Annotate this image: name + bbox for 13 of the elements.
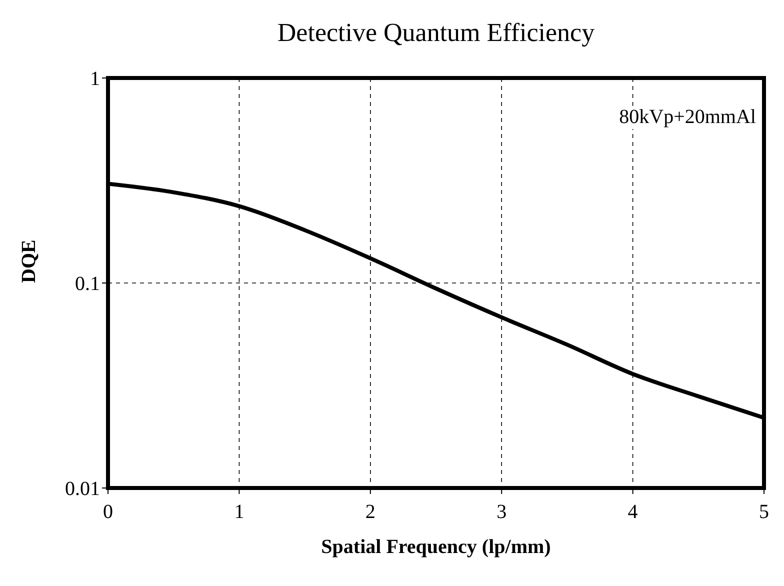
x-tick-label: 5 (759, 501, 769, 524)
x-tick-label: 2 (365, 501, 376, 524)
x-axis-title: Spatial Frequency (lp/mm) (321, 536, 551, 558)
chart-title: Detective Quantum Efficiency (276, 17, 596, 49)
x-tick-label: 4 (628, 501, 638, 524)
x-tick-label: 0 (103, 501, 113, 524)
y-tick-label: 1 (90, 68, 100, 90)
x-tick-label: 1 (234, 501, 244, 524)
x-tick-label: 3 (496, 501, 507, 524)
y-axis-title: DQE (18, 240, 40, 283)
annotation: 80kVp+20mmAl (619, 106, 756, 129)
y-tick-label: 0.1 (75, 273, 100, 296)
y-tick-label: 0.01 (65, 478, 100, 500)
